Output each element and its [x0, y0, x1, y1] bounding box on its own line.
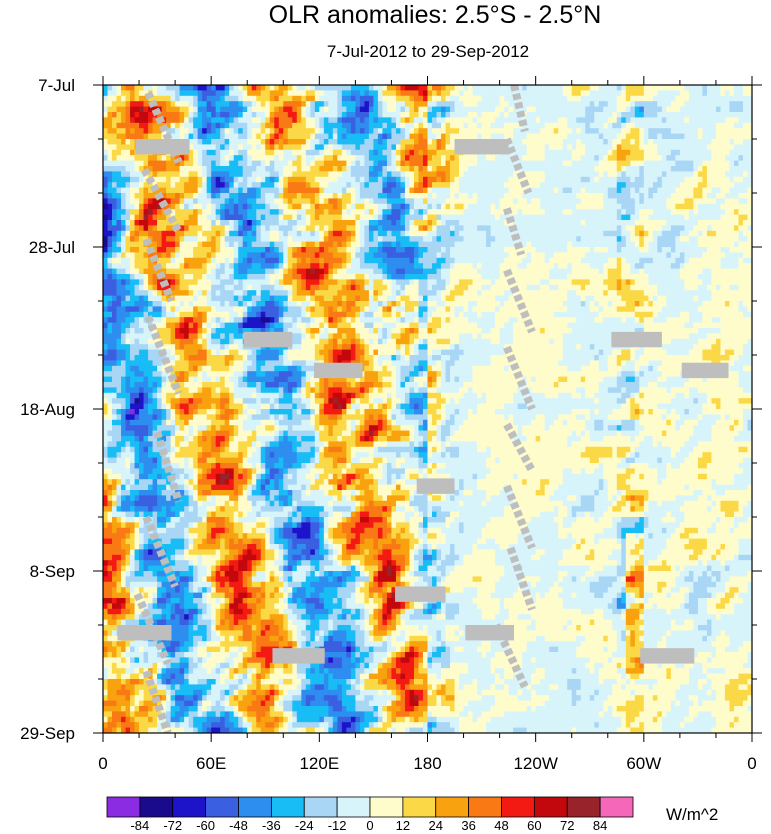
colorbar-swatch: [501, 796, 535, 818]
colorbar-swatch: [435, 796, 470, 818]
colorbar-swatch: [139, 796, 174, 818]
colorbar-level-label: 24: [429, 818, 443, 833]
x-tick-label: 0: [747, 754, 756, 773]
missing-data-layer: [117, 85, 729, 733]
colorbar-level-label: 36: [461, 818, 475, 833]
x-tick-label: 60E: [196, 754, 226, 773]
colorbar: -84 -72 -60 -48 -36 -24 -12 0 12 24 36 48 60 72 84: [106, 796, 634, 833]
colorbar-level-label: -60: [196, 818, 215, 833]
y-tick-label: 8-Sep: [30, 562, 75, 581]
colorbar-swatch: [336, 796, 371, 818]
x-tick-label: 120E: [299, 754, 339, 773]
colorbar-level-label: 72: [560, 818, 574, 833]
colorbar-level-label: 48: [494, 818, 508, 833]
chart-title: OLR anomalies: 2.5°S - 2.5°N: [269, 1, 602, 29]
colorbar-level-label: -36: [262, 818, 281, 833]
y-tick-label: 7-Jul: [38, 76, 75, 95]
colorbar-swatch: [238, 796, 272, 818]
x-tick-label: 0: [98, 754, 107, 773]
colorbar-swatch: [369, 796, 404, 818]
colorbar-level-label: 84: [593, 818, 607, 833]
colorbar-level-label: -84: [130, 818, 149, 833]
y-tick-label: 28-Jul: [29, 238, 75, 257]
colorbar-level-label: -24: [295, 818, 314, 833]
colorbar-swatch: [566, 796, 601, 818]
colorbar-level-label: 60: [527, 818, 541, 833]
colorbar-swatch: [533, 796, 568, 818]
colorbar-swatch: [468, 796, 502, 818]
colorbar-swatch: [106, 796, 141, 818]
colorbar-swatch: [303, 796, 338, 818]
x-tick-label: 120W: [513, 754, 557, 773]
x-tick-label: 180: [413, 754, 441, 773]
colorbar-swatch: [172, 796, 207, 818]
colorbar-swatch: [270, 796, 305, 818]
colorbar-level-label: 0: [366, 818, 373, 833]
colorbar-level-label: -72: [163, 818, 182, 833]
anomaly-field: [103, 85, 752, 733]
colorbar-swatch: [599, 796, 634, 818]
axis-ticks: 0 60E 120E 180 120W 60W 0 7-Jul 28-Jul 18-Aug 8-Se…: [20, 76, 762, 773]
colorbar-level-label: -12: [328, 818, 347, 833]
colorbar-swatch: [402, 796, 437, 818]
colorbar-level-label: 12: [396, 818, 410, 833]
colorbar-swatch: [205, 796, 239, 818]
x-tick-label: 60W: [626, 754, 661, 773]
colorbar-level-label: -48: [229, 818, 248, 833]
y-tick-label: 29-Sep: [20, 724, 75, 743]
colorbar-units-label: W/m^2: [666, 805, 718, 824]
chart-subtitle: 7-Jul-2012 to 29-Sep-2012: [327, 42, 529, 61]
y-tick-label: 18-Aug: [20, 400, 75, 419]
